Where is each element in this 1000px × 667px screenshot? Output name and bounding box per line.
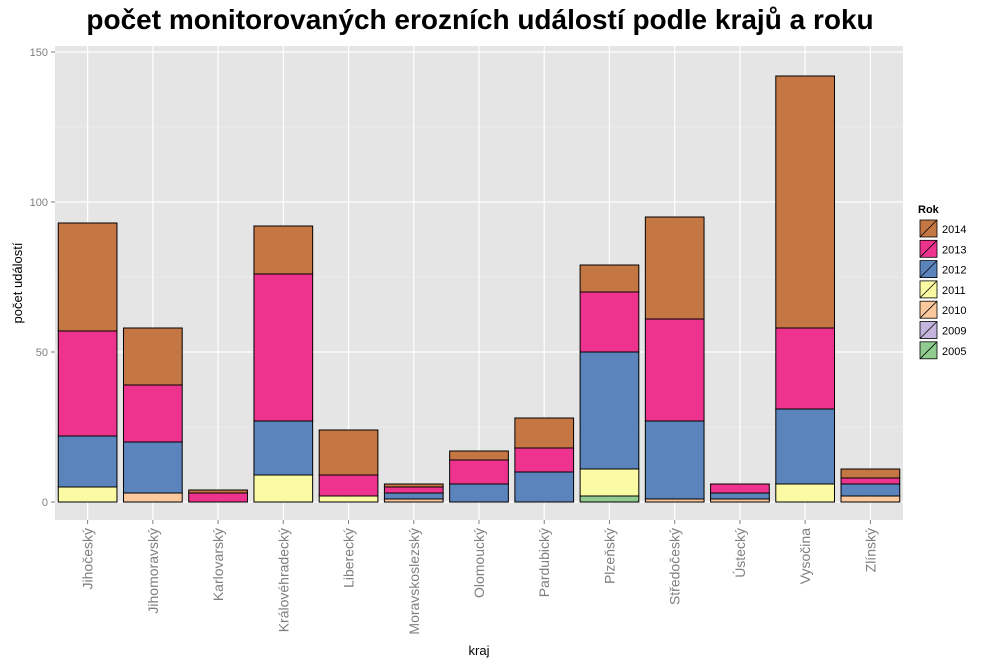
bar-segment	[383, 483, 444, 488]
bar-segment	[644, 216, 705, 320]
y-axis: 0 50 100 150	[30, 47, 55, 509]
bar-segment	[644, 318, 705, 422]
chart-title: počet monitorovaných erozních událostí p…	[86, 4, 874, 35]
legend-title: Rok	[918, 204, 940, 216]
y-tick-label: 100	[30, 197, 48, 209]
bar-segment	[253, 273, 314, 422]
legend: Rok 2014 2013 2012 2011 2010 2009 2005	[918, 204, 966, 360]
bar-segment	[57, 486, 118, 503]
x-tick-label: Vysočina	[797, 528, 813, 585]
bar-segment	[514, 417, 575, 449]
legend-key-slash	[919, 240, 938, 258]
x-tick-label: Jihočeský	[80, 528, 96, 589]
x-tick-label: Středočeský	[667, 528, 683, 605]
legend-label: 2010	[942, 305, 966, 317]
x-axis: Jihočeský Jihomoravský Karlovarský Královéh…	[80, 520, 878, 635]
legend-label: 2009	[942, 326, 966, 338]
bar-segment	[840, 495, 901, 503]
bar-segment	[122, 441, 183, 494]
bar-segment	[122, 327, 183, 386]
bar-segment	[188, 492, 248, 503]
bar-segment	[253, 420, 314, 476]
bar-segment	[775, 327, 836, 410]
x-tick-label: Liberecký	[341, 528, 357, 588]
bar-segment	[253, 225, 314, 275]
bar-segment	[122, 492, 183, 503]
y-tick-label: 150	[30, 47, 48, 59]
bar-segment	[840, 468, 901, 479]
bar-segment	[840, 483, 901, 497]
x-tick-label: Plzeňský	[601, 528, 617, 584]
x-tick-label: Moravskoslezský	[406, 528, 422, 635]
bar-segment	[775, 483, 836, 503]
legend-label: 2013	[942, 244, 966, 256]
bar-segment	[579, 264, 640, 293]
bar-segment	[253, 474, 314, 503]
bar-segment	[318, 495, 379, 503]
y-tick-label: 0	[42, 497, 48, 509]
bar-segment	[57, 330, 118, 437]
legend-key-slash	[919, 321, 938, 339]
bar-segment	[579, 495, 640, 503]
legend-key-slash	[919, 280, 938, 299]
y-tick-label: 50	[36, 347, 48, 359]
bar-segment	[449, 450, 509, 461]
legend-key-slash	[919, 341, 938, 360]
legend-label: 2012	[942, 265, 966, 277]
x-axis-label: kraj	[469, 643, 490, 658]
legend-label: 2011	[942, 285, 966, 297]
legend-key-slash	[919, 219, 938, 238]
bar-segment	[775, 75, 836, 329]
legend-key-slash	[919, 260, 938, 278]
bar-segment	[840, 477, 901, 485]
bar-segment	[57, 222, 118, 332]
legend-label: 2005	[942, 346, 966, 358]
x-tick-label: Ústecký	[732, 528, 748, 578]
bars	[57, 75, 901, 503]
bar-segment	[579, 351, 640, 470]
bar-segment	[383, 486, 444, 494]
bar-segment	[514, 447, 575, 473]
bar-segment	[449, 483, 509, 503]
bar-segment	[514, 471, 575, 503]
y-axis-label: počet událostí	[10, 242, 25, 323]
bar-segment	[644, 420, 705, 500]
x-tick-label: Královéhradecký	[275, 528, 291, 632]
x-tick-label: Zlínský	[862, 528, 878, 572]
x-tick-label: Pardubický	[536, 528, 552, 597]
bar-segment	[122, 384, 183, 443]
bar-segment	[188, 489, 248, 494]
bar-segment	[579, 468, 640, 497]
bar-segment	[383, 492, 444, 500]
legend-key-slash	[919, 300, 938, 319]
bar-segment	[710, 483, 770, 494]
bar-segment	[710, 492, 770, 500]
legend-label: 2014	[942, 224, 966, 236]
bar-segment	[318, 429, 379, 476]
x-tick-label: Jihomoravský	[145, 528, 161, 614]
bar-segment	[318, 474, 379, 497]
x-tick-label: Olomoucký	[471, 528, 487, 598]
bar-segment	[449, 459, 509, 485]
bar-segment	[579, 291, 640, 353]
x-tick-label: Karlovarský	[210, 528, 226, 601]
bar-segment	[775, 408, 836, 485]
bar-segment	[57, 435, 118, 488]
